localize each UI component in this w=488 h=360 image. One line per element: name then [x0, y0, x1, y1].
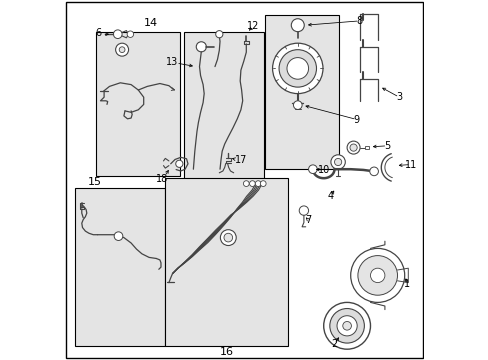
Text: 15: 15 [88, 177, 102, 187]
Circle shape [336, 316, 356, 336]
Text: 1: 1 [403, 279, 409, 289]
Circle shape [329, 309, 364, 343]
Bar [365, 146, 368, 149]
Text: 18: 18 [156, 174, 168, 184]
Circle shape [346, 141, 359, 154]
Text: 13: 13 [165, 57, 178, 67]
Text: 17: 17 [234, 155, 246, 165]
Text: 7: 7 [305, 215, 311, 225]
Circle shape [286, 58, 308, 79]
Circle shape [330, 155, 345, 169]
Circle shape [196, 42, 206, 52]
Circle shape [255, 181, 261, 186]
Circle shape [357, 256, 397, 295]
Circle shape [113, 30, 122, 39]
Text: 5: 5 [384, 141, 390, 151]
Circle shape [342, 321, 351, 330]
Circle shape [175, 160, 183, 167]
Circle shape [279, 50, 316, 87]
Text: 9: 9 [353, 114, 359, 125]
Bar [183, 32, 264, 182]
Bar [165, 178, 287, 346]
Circle shape [350, 248, 404, 302]
Circle shape [243, 181, 249, 186]
Bar [264, 15, 338, 169]
Circle shape [127, 31, 133, 37]
Circle shape [272, 43, 322, 94]
Circle shape [308, 165, 317, 174]
Circle shape [291, 19, 304, 32]
Bar [75, 188, 164, 346]
Text: 3: 3 [395, 92, 402, 102]
Text: 10: 10 [317, 165, 329, 175]
Text: 14: 14 [143, 18, 158, 28]
Circle shape [260, 181, 265, 186]
Circle shape [119, 47, 125, 53]
Text: 8: 8 [356, 16, 362, 26]
Text: 11: 11 [404, 159, 416, 170]
Circle shape [369, 167, 378, 176]
Circle shape [220, 230, 236, 246]
Circle shape [323, 302, 370, 349]
Circle shape [370, 268, 384, 283]
Circle shape [334, 158, 341, 166]
Text: 12: 12 [247, 21, 259, 31]
Circle shape [299, 206, 308, 215]
Circle shape [293, 101, 302, 109]
Text: 16: 16 [219, 347, 233, 357]
Circle shape [215, 31, 223, 38]
Bar [96, 32, 179, 176]
Text: 6: 6 [95, 28, 101, 39]
Text: 4: 4 [327, 191, 333, 201]
Circle shape [224, 233, 232, 242]
Circle shape [349, 144, 356, 151]
Circle shape [249, 181, 255, 186]
Text: 2: 2 [331, 339, 337, 349]
Circle shape [115, 43, 128, 56]
Circle shape [114, 232, 122, 240]
